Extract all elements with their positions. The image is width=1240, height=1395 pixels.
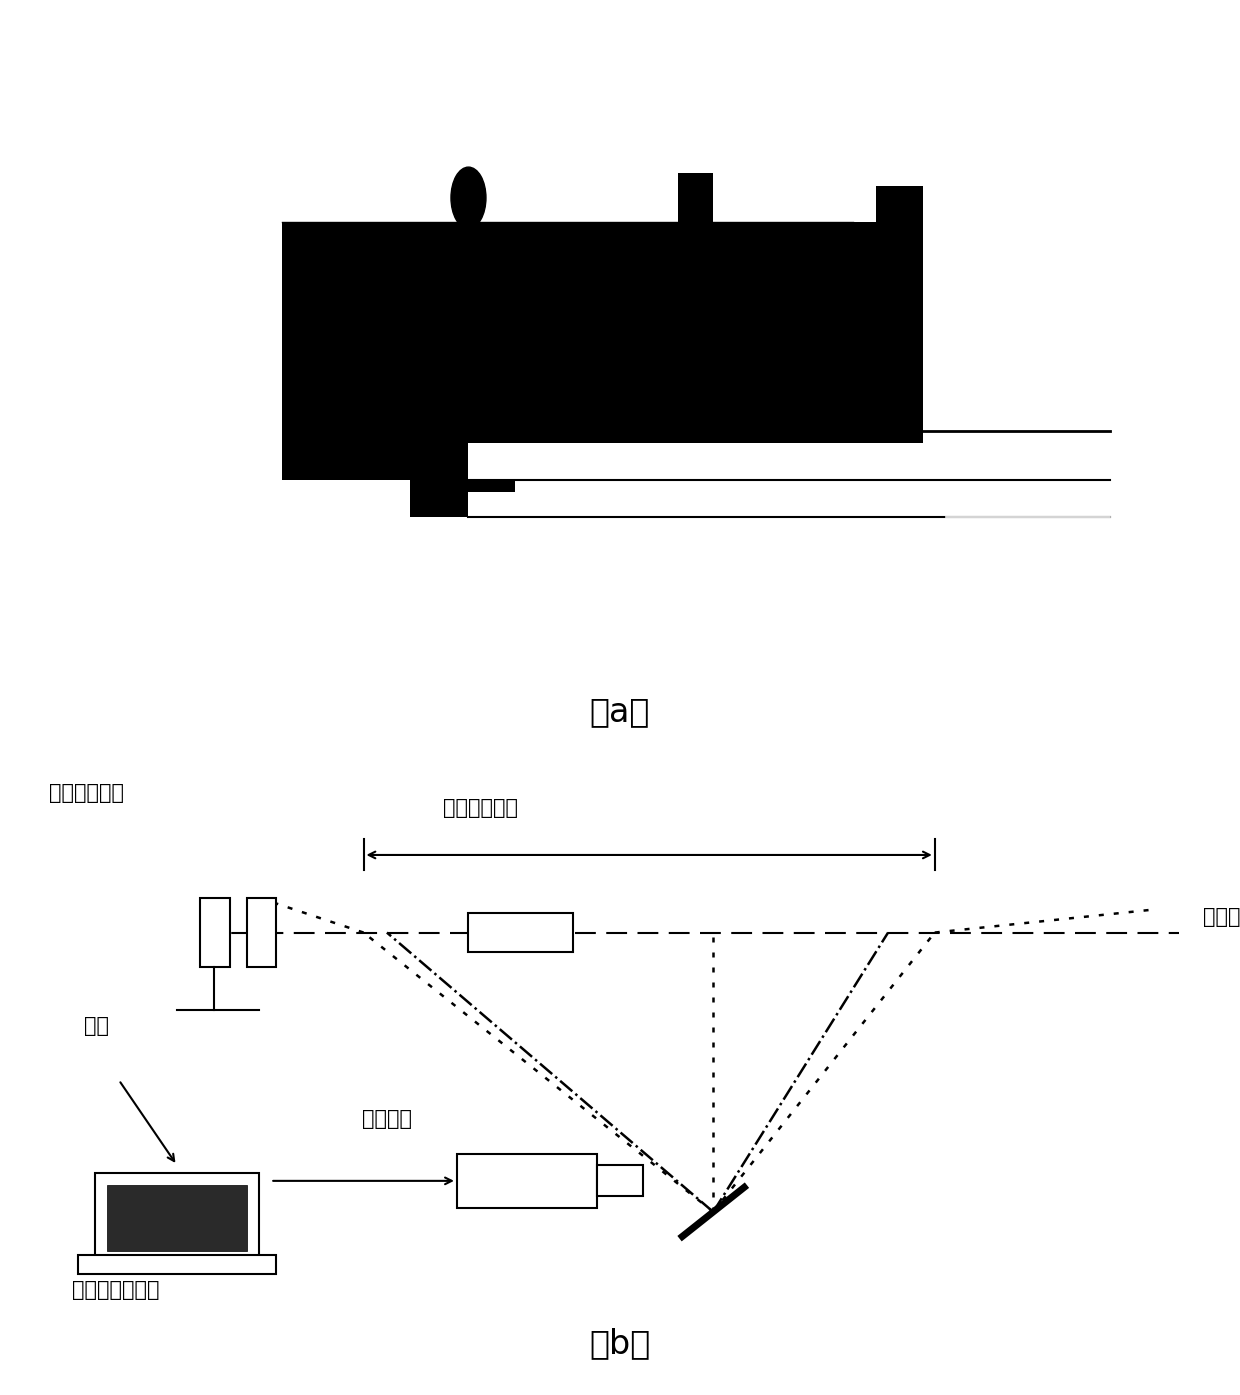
FancyBboxPatch shape bbox=[107, 1184, 247, 1251]
FancyBboxPatch shape bbox=[795, 173, 853, 579]
FancyBboxPatch shape bbox=[95, 1173, 259, 1258]
FancyBboxPatch shape bbox=[900, 160, 1110, 480]
FancyBboxPatch shape bbox=[201, 186, 281, 566]
Text: 信号: 信号 bbox=[84, 1016, 109, 1035]
FancyBboxPatch shape bbox=[188, 518, 515, 579]
Text: 实际轨道长度: 实际轨道长度 bbox=[443, 798, 517, 819]
FancyBboxPatch shape bbox=[469, 518, 1075, 566]
FancyBboxPatch shape bbox=[78, 1254, 277, 1274]
FancyBboxPatch shape bbox=[201, 505, 853, 566]
FancyBboxPatch shape bbox=[678, 173, 713, 222]
Text: （a）: （a） bbox=[590, 695, 650, 728]
FancyBboxPatch shape bbox=[188, 173, 281, 579]
Text: 控制、信号处理: 控制、信号处理 bbox=[72, 1279, 160, 1300]
Text: 拍摄轨道偏离: 拍摄轨道偏离 bbox=[1203, 907, 1240, 928]
FancyBboxPatch shape bbox=[410, 406, 515, 518]
FancyBboxPatch shape bbox=[294, 211, 830, 467]
FancyBboxPatch shape bbox=[596, 1165, 644, 1197]
FancyBboxPatch shape bbox=[469, 492, 1075, 518]
FancyBboxPatch shape bbox=[853, 173, 1063, 418]
FancyBboxPatch shape bbox=[188, 173, 946, 234]
FancyBboxPatch shape bbox=[201, 518, 445, 566]
FancyBboxPatch shape bbox=[456, 1154, 596, 1208]
FancyBboxPatch shape bbox=[294, 222, 818, 467]
FancyBboxPatch shape bbox=[702, 124, 842, 211]
FancyBboxPatch shape bbox=[201, 897, 229, 968]
Text: 高速相机: 高速相机 bbox=[362, 1109, 412, 1129]
Ellipse shape bbox=[451, 167, 486, 229]
Text: 速度测量计算: 速度测量计算 bbox=[48, 783, 124, 804]
FancyBboxPatch shape bbox=[737, 88, 806, 149]
FancyBboxPatch shape bbox=[247, 897, 277, 968]
FancyBboxPatch shape bbox=[469, 444, 1075, 480]
FancyBboxPatch shape bbox=[281, 186, 923, 480]
FancyBboxPatch shape bbox=[201, 173, 877, 222]
Text: （b）: （b） bbox=[589, 1327, 651, 1360]
FancyBboxPatch shape bbox=[469, 914, 573, 951]
